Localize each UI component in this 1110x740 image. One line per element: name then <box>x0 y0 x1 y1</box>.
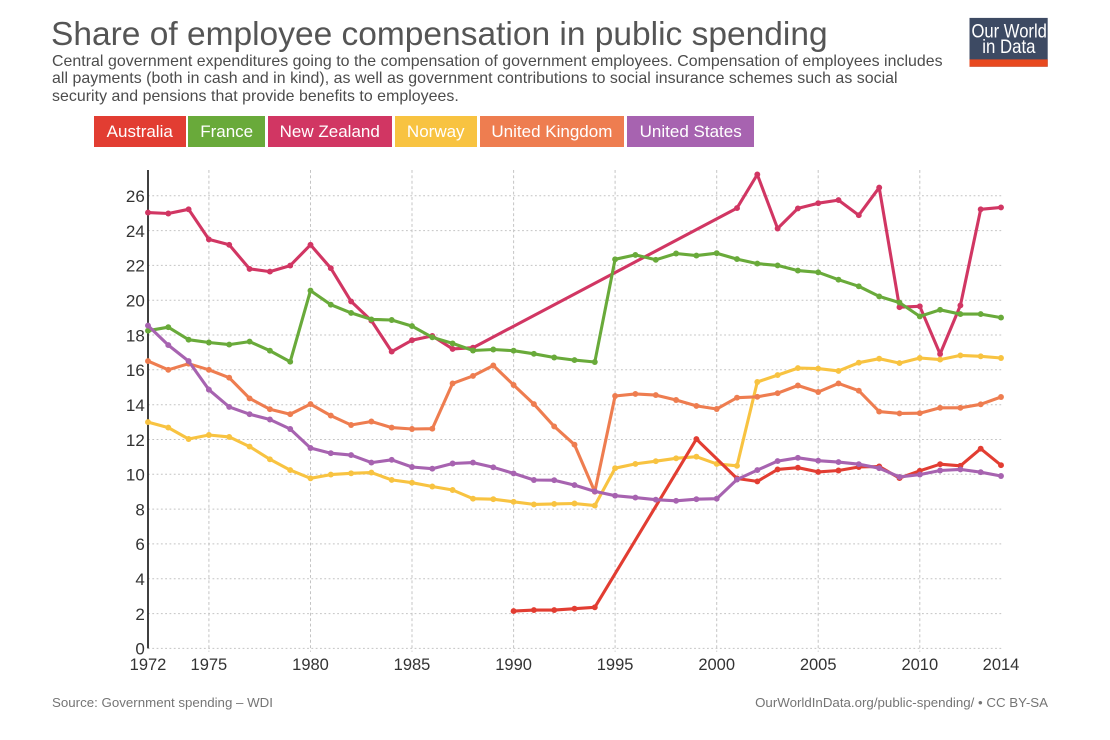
svg-text:2014: 2014 <box>983 656 1020 674</box>
svg-text:4: 4 <box>135 570 144 589</box>
svg-text:in Data: in Data <box>982 36 1035 58</box>
svg-text:26: 26 <box>126 187 145 206</box>
svg-text:1980: 1980 <box>292 656 329 674</box>
svg-text:2: 2 <box>135 605 144 624</box>
svg-text:12: 12 <box>126 431 145 450</box>
svg-text:1990: 1990 <box>495 656 532 674</box>
svg-text:Our World: Our World <box>972 21 1047 43</box>
svg-text:1975: 1975 <box>191 656 228 674</box>
svg-text:2010: 2010 <box>901 656 938 674</box>
svg-text:14: 14 <box>126 396 145 415</box>
svg-text:1985: 1985 <box>394 656 431 674</box>
svg-text:24: 24 <box>126 222 145 241</box>
svg-text:8: 8 <box>135 500 144 519</box>
svg-text:1972: 1972 <box>130 656 167 674</box>
svg-text:2000: 2000 <box>698 656 735 674</box>
svg-text:0: 0 <box>135 640 144 659</box>
svg-text:10: 10 <box>126 466 145 485</box>
svg-text:18: 18 <box>126 326 145 345</box>
svg-text:2005: 2005 <box>800 656 837 674</box>
svg-text:22: 22 <box>126 257 145 276</box>
svg-text:16: 16 <box>126 361 145 380</box>
svg-text:6: 6 <box>135 535 144 554</box>
svg-text:20: 20 <box>126 292 145 311</box>
svg-text:1995: 1995 <box>597 656 634 674</box>
